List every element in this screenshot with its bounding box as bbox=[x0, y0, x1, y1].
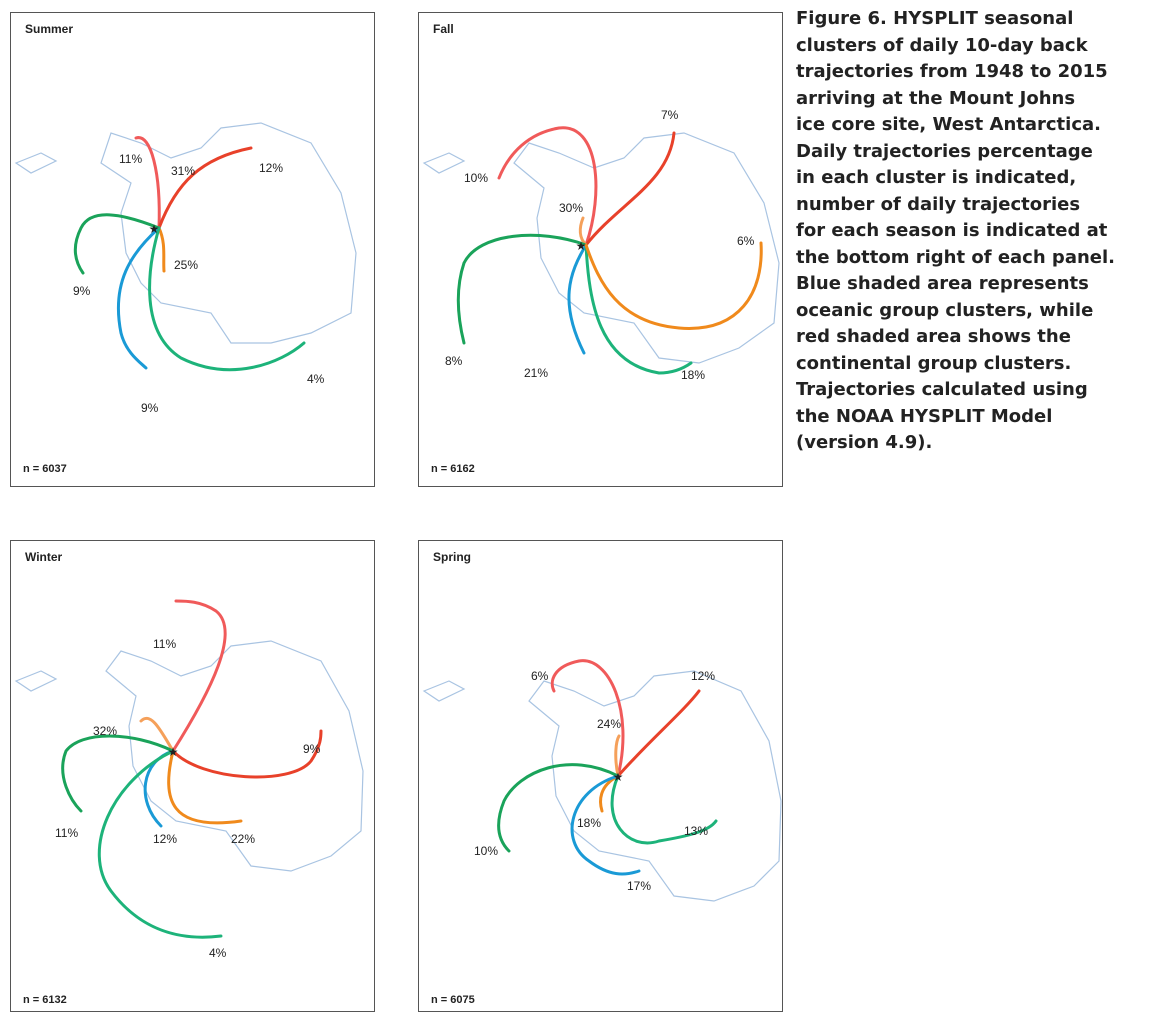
cluster-label: 11% bbox=[55, 826, 78, 840]
trajectory bbox=[456, 233, 588, 345]
caption-line: clusters of daily 10-day back bbox=[796, 34, 1088, 56]
caption-line: arriving at the Mount Johns bbox=[796, 87, 1076, 109]
caption-line: oceanic group clusters, while bbox=[796, 299, 1094, 321]
caption-text: HYSPLIT seasonal bbox=[893, 8, 1074, 29]
caption-line: red shaded area shows the bbox=[796, 326, 1071, 347]
cluster-label: 12% bbox=[259, 161, 283, 175]
cluster-label: 25% bbox=[174, 258, 198, 272]
cluster-label: 30% bbox=[559, 201, 583, 215]
cluster-label: 21% bbox=[524, 366, 548, 380]
trajectory bbox=[148, 226, 306, 372]
trajectory bbox=[171, 729, 323, 779]
caption-line: for each season is indicated at bbox=[796, 220, 1108, 241]
trajectory bbox=[139, 717, 175, 753]
caption-line: Trajectories calculated using bbox=[796, 379, 1088, 400]
trajectory bbox=[614, 734, 621, 778]
trajectory bbox=[570, 774, 641, 876]
trajectory-count: n = 6075 bbox=[431, 994, 475, 1006]
cluster-label: 31% bbox=[171, 164, 195, 178]
cluster-label: 24% bbox=[597, 717, 621, 731]
cluster-label: 7% bbox=[661, 108, 679, 122]
cluster-label: 17% bbox=[627, 879, 651, 893]
caption-label: Figure 6. bbox=[796, 8, 887, 29]
map-panel: ★ Fall 7% 10% 30% 6% 8% 21% 18% n = 6162 bbox=[418, 12, 783, 487]
figure-caption: Figure 6. HYSPLIT seasonal clusters of d… bbox=[796, 6, 1151, 457]
trajectory bbox=[497, 126, 598, 247]
caption-line: number of daily trajectories bbox=[796, 193, 1081, 215]
caption-line: the bottom right of each panel. bbox=[796, 246, 1115, 268]
trajectory-count: n = 6132 bbox=[23, 994, 67, 1006]
site-star: ★ bbox=[576, 239, 587, 253]
coastline bbox=[422, 670, 782, 902]
trajectory-count: n = 6037 bbox=[23, 463, 67, 475]
trajectory bbox=[584, 241, 763, 330]
cluster-label: 4% bbox=[307, 372, 325, 386]
caption-line: (version 4.9). bbox=[796, 432, 933, 453]
trajectory bbox=[157, 146, 253, 230]
cluster-label: 10% bbox=[474, 844, 498, 858]
map: ★ Winter 11% 32% 9% 11% 12% 22% 4% n = 6… bbox=[14, 550, 364, 1006]
panel-title: Summer bbox=[25, 22, 73, 36]
cluster-label: 12% bbox=[153, 832, 177, 846]
cluster-label: 8% bbox=[445, 354, 463, 368]
map-panel: ★ Winter 11% 32% 9% 11% 12% 22% 4% n = 6… bbox=[10, 540, 375, 1012]
trajectory bbox=[73, 213, 161, 275]
panel-title: Fall bbox=[433, 22, 454, 36]
map-panel: ★ Spring 6% 12% 24% 18% 10% 13% 17% n = … bbox=[418, 540, 783, 1012]
site-star: ★ bbox=[149, 222, 160, 236]
map: ★ Summer 11% 31% 12% 25% 9% 4% 9% n = 60… bbox=[14, 22, 357, 475]
trajectory bbox=[116, 226, 161, 370]
trajectory bbox=[157, 226, 166, 273]
caption-line: ice core site, West Antarctica. bbox=[796, 114, 1101, 135]
trajectory bbox=[134, 136, 161, 230]
trajectory bbox=[171, 599, 227, 753]
cluster-label: 32% bbox=[93, 724, 117, 738]
trajectory bbox=[610, 774, 718, 845]
trajectory bbox=[616, 689, 701, 778]
caption-line: in each cluster is indicated, bbox=[796, 167, 1077, 188]
trajectory-count: n = 6162 bbox=[431, 463, 475, 475]
trajectory bbox=[567, 243, 588, 355]
cluster-label: 18% bbox=[681, 368, 705, 382]
caption-line: trajectories from 1948 to 2015 bbox=[796, 61, 1108, 82]
panel-title: Spring bbox=[433, 550, 471, 564]
trajectory bbox=[550, 659, 625, 778]
trajectory bbox=[497, 763, 620, 853]
site-star: ★ bbox=[168, 745, 179, 759]
cluster-label: 9% bbox=[303, 742, 321, 756]
panel-title: Winter bbox=[25, 550, 63, 564]
map-panel: ★ Summer 11% 31% 12% 25% 9% 4% 9% n = 60… bbox=[10, 12, 375, 487]
coastline bbox=[14, 640, 364, 872]
trajectory bbox=[97, 749, 223, 939]
coastline bbox=[422, 132, 780, 364]
cluster-label: 4% bbox=[209, 946, 227, 960]
cluster-label: 9% bbox=[73, 284, 91, 298]
cluster-label: 13% bbox=[684, 824, 708, 838]
cluster-label: 11% bbox=[119, 152, 142, 166]
trajectory bbox=[167, 749, 243, 825]
cluster-label: 22% bbox=[231, 832, 255, 846]
caption-line: Daily trajectories percentage bbox=[796, 140, 1093, 162]
cluster-label: 18% bbox=[577, 816, 601, 830]
trajectory bbox=[61, 734, 175, 813]
cluster-label: 12% bbox=[691, 669, 715, 683]
caption-line: the NOAA HYSPLIT Model bbox=[796, 405, 1053, 427]
caption-line: continental group clusters. bbox=[796, 352, 1072, 374]
map: ★ Fall 7% 10% 30% 6% 8% 21% 18% n = 6162 bbox=[422, 22, 780, 475]
cluster-label: 11% bbox=[153, 637, 176, 651]
cluster-label: 10% bbox=[464, 171, 488, 185]
trajectory bbox=[584, 243, 693, 375]
caption-line: Blue shaded area represents bbox=[796, 273, 1089, 294]
coastline bbox=[14, 122, 357, 344]
trajectory bbox=[584, 131, 676, 247]
caption-line: Figure 6. HYSPLIT seasonal bbox=[796, 6, 1151, 33]
cluster-label: 9% bbox=[141, 401, 159, 415]
site-star: ★ bbox=[613, 770, 624, 784]
cluster-label: 6% bbox=[737, 234, 755, 248]
map: ★ Spring 6% 12% 24% 18% 10% 13% 17% n = … bbox=[422, 550, 782, 1006]
cluster-label: 6% bbox=[531, 669, 549, 683]
